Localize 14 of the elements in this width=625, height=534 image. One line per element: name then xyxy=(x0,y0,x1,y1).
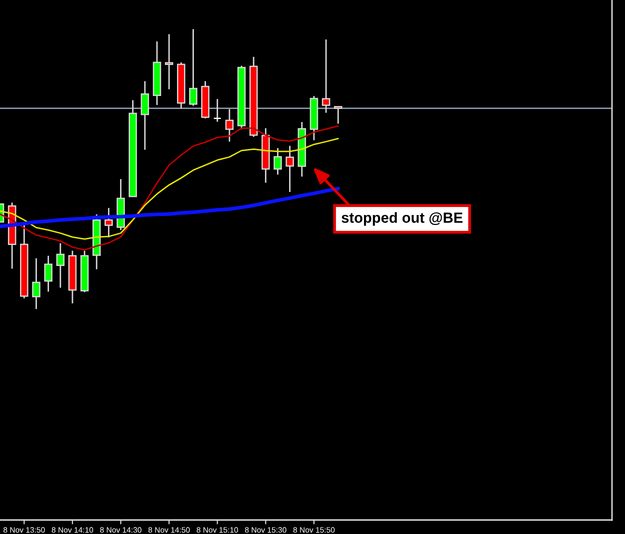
annotation: stopped out @BE xyxy=(342,212,462,226)
candlestick xyxy=(213,98,222,122)
candlestick xyxy=(104,207,113,238)
candlestick xyxy=(274,147,282,176)
candlestick xyxy=(225,108,234,142)
candlestick xyxy=(140,80,150,150)
candlestick xyxy=(189,28,198,106)
candlestick xyxy=(286,145,294,193)
candlestick xyxy=(32,258,40,310)
candlestick xyxy=(334,106,342,124)
candlestick xyxy=(56,242,65,288)
candlestick xyxy=(44,255,52,292)
candlestick xyxy=(322,38,330,114)
candlestick xyxy=(164,33,174,90)
